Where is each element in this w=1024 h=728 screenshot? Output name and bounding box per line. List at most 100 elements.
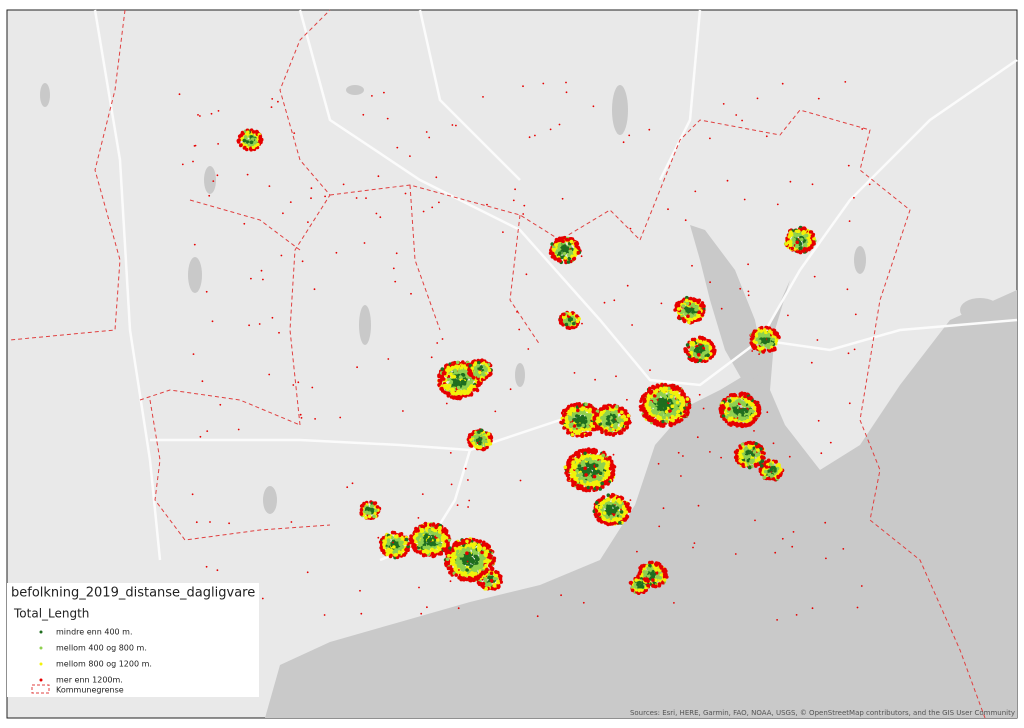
dot [750, 458, 754, 463]
dot [752, 446, 756, 451]
dot [615, 506, 620, 510]
dot [669, 394, 674, 399]
dot [738, 449, 742, 454]
dot [569, 428, 573, 432]
dot [575, 459, 580, 463]
dot [799, 246, 803, 250]
dot [606, 508, 610, 512]
dot [606, 497, 611, 502]
dot [242, 138, 247, 143]
dot [417, 540, 422, 545]
dot [583, 466, 587, 471]
dot [585, 457, 589, 462]
dot [676, 303, 681, 308]
dot [691, 297, 696, 301]
dot [447, 392, 451, 396]
dot [481, 447, 486, 452]
dot [555, 250, 559, 255]
dot [611, 468, 616, 473]
dot [597, 483, 601, 488]
dot [239, 143, 243, 147]
dot [575, 468, 579, 473]
dot [743, 394, 747, 399]
dot [625, 514, 630, 519]
dot [454, 364, 458, 369]
dot [742, 403, 747, 407]
dot [741, 424, 745, 428]
dot [705, 350, 709, 355]
dot [443, 385, 448, 390]
dot [616, 511, 620, 515]
dot [688, 357, 693, 361]
dot [648, 411, 652, 416]
dot [675, 400, 680, 405]
dot [617, 499, 621, 503]
dot [479, 428, 484, 433]
dot [607, 504, 612, 509]
dot [580, 456, 585, 461]
dot [438, 525, 442, 530]
dot [576, 408, 580, 413]
dot [752, 405, 757, 410]
dot [676, 409, 681, 414]
dot [771, 477, 776, 481]
dot [550, 242, 554, 246]
dot [690, 308, 694, 312]
dot [698, 346, 703, 351]
dot [678, 396, 682, 401]
dot [726, 402, 730, 406]
dot [411, 544, 415, 548]
dot [564, 408, 568, 413]
dot [438, 543, 442, 547]
dot [685, 406, 690, 410]
dot [653, 399, 658, 404]
dot [808, 246, 813, 250]
dot [686, 314, 690, 319]
dot [458, 375, 463, 379]
dot [566, 469, 570, 473]
dot [570, 432, 575, 437]
dot [670, 404, 675, 409]
dot [473, 434, 478, 439]
dot [762, 475, 767, 480]
dot [763, 469, 768, 474]
dot [583, 479, 587, 484]
dot [752, 450, 757, 454]
dot [748, 445, 752, 450]
dot [646, 397, 650, 402]
dot [610, 405, 615, 409]
dot [733, 418, 737, 423]
dot [486, 432, 491, 436]
dot [578, 423, 582, 427]
dot [453, 383, 458, 387]
dot [570, 406, 575, 411]
dot [598, 455, 602, 460]
dot [453, 368, 457, 373]
dot [761, 346, 765, 350]
dot [764, 343, 768, 348]
dot [581, 423, 585, 428]
dot [478, 441, 482, 446]
dot [566, 260, 571, 264]
dot [561, 323, 565, 327]
dot [612, 517, 616, 522]
dot [588, 413, 593, 417]
dot [240, 131, 245, 136]
dot [655, 383, 660, 388]
dot [576, 483, 580, 488]
dot [563, 256, 568, 260]
dot [727, 407, 731, 411]
dot [749, 402, 753, 407]
dot [469, 384, 474, 388]
dot [778, 473, 783, 477]
dot [672, 391, 676, 396]
dot [587, 409, 591, 413]
dot [553, 256, 557, 261]
dot [659, 401, 664, 405]
dot [461, 373, 466, 377]
dot [609, 432, 613, 436]
dot [746, 458, 751, 463]
dot [584, 402, 588, 407]
dot [743, 455, 747, 459]
dot [414, 529, 418, 533]
